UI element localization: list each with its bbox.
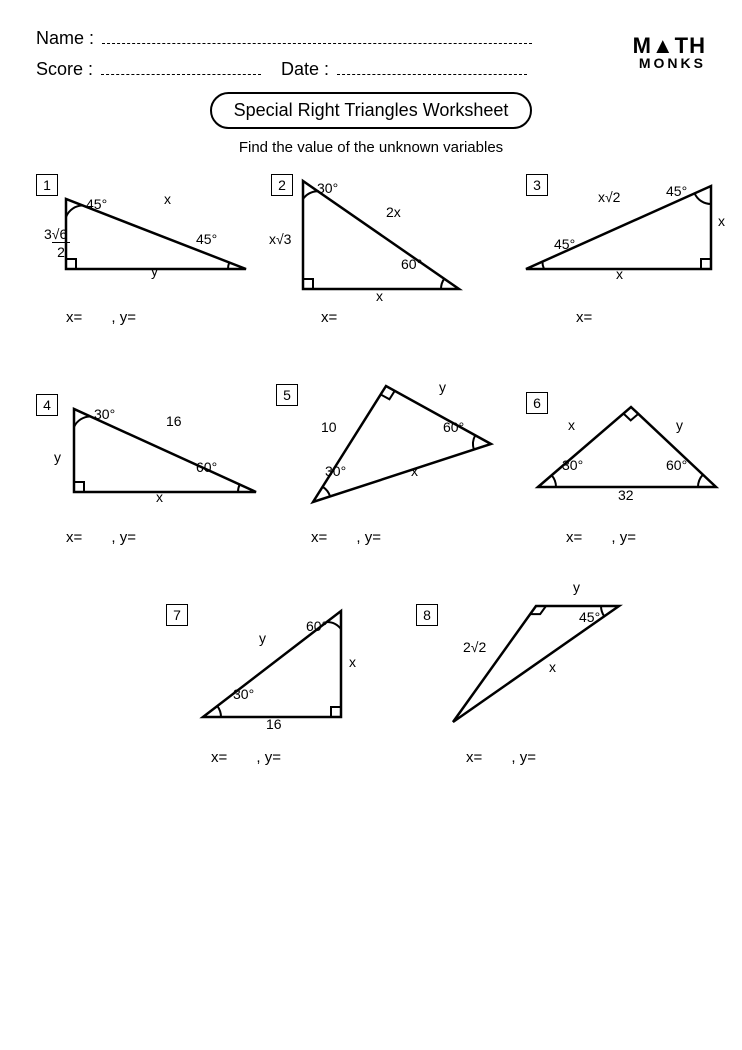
figure-label: 30° — [562, 457, 583, 473]
figure-label: x√3 — [269, 231, 291, 247]
answer-prompt[interactable]: x= , y= — [566, 529, 636, 546]
figure-label: x — [164, 191, 171, 207]
problem-number: 8 — [416, 604, 438, 626]
date-field-line[interactable] — [337, 61, 527, 75]
figure-label: y — [573, 579, 580, 595]
figure-label: 60° — [306, 618, 327, 634]
figure-label: y — [259, 630, 266, 646]
figure-label: y — [676, 417, 683, 433]
figure-label: x — [568, 417, 575, 433]
figure-label: x — [156, 489, 163, 505]
figure-label: 45° — [196, 231, 217, 247]
problem-number: 1 — [36, 174, 58, 196]
score-label: Score : — [36, 59, 93, 80]
mathmonks-logo: M▲TH MONKS — [633, 36, 706, 70]
figure-label: 16 — [266, 716, 282, 732]
figure-label: 45° — [86, 196, 107, 212]
triangle-figure: 30° 60° y x 10 — [301, 374, 501, 534]
figure-label: 60° — [401, 256, 422, 272]
answer-prompt[interactable]: x= , y= — [466, 749, 536, 766]
figure-label: 60° — [443, 419, 464, 435]
triangle-figure: 30° 60° 2x x — [291, 169, 471, 319]
worksheet-subtitle: Find the value of the unknown variables — [36, 139, 706, 156]
figure-label: x — [376, 288, 383, 304]
logo-line1: M▲TH — [633, 36, 706, 57]
figure-label: 10 — [321, 419, 337, 435]
name-label: Name : — [36, 28, 94, 49]
triangle-figure: 30° 60° y x 16 — [191, 599, 391, 749]
title-wrap: Special Right Triangles Worksheet — [36, 92, 706, 129]
triangle-figure: 45°45°x√2xx — [516, 174, 721, 304]
figure-label: y — [439, 379, 446, 395]
answer-prompt[interactable]: x= , y= — [66, 309, 136, 326]
figure-label: 32 — [618, 487, 634, 503]
figure-label: 16 — [166, 413, 182, 429]
figure-label: y — [54, 449, 61, 465]
problem-number: 4 — [36, 394, 58, 416]
score-date-row: Score : Date : — [36, 59, 706, 80]
figure-label: 2√2 — [463, 639, 486, 655]
figure-label: 45° — [579, 609, 600, 625]
triangle-figure: 30° 60° 16 x — [56, 394, 266, 524]
figure-label: 45° — [666, 183, 687, 199]
figure-label: x — [411, 463, 418, 479]
answer-prompt[interactable]: x= , y= — [211, 749, 281, 766]
figure-label: 45° — [554, 236, 575, 252]
date-label: Date : — [281, 59, 329, 80]
figure-label: x — [616, 266, 623, 282]
figure-label: 30° — [317, 180, 338, 196]
figure-label: x — [349, 654, 356, 670]
figure-label: 60° — [666, 457, 687, 473]
problem-number: 7 — [166, 604, 188, 626]
figure-label: 2x — [386, 204, 401, 220]
figure-label: 30° — [94, 406, 115, 422]
triangle-figure: 45°2√2xy — [441, 594, 631, 754]
figure-label: 2 — [52, 242, 70, 260]
worksheet-title: Special Right Triangles Worksheet — [210, 92, 533, 129]
figure-label: x√2 — [598, 189, 621, 205]
name-field-line[interactable] — [102, 30, 532, 44]
figure-label: 30° — [325, 463, 346, 479]
answer-prompt[interactable]: x= , y= — [311, 529, 381, 546]
answer-prompt[interactable]: x= , y= — [66, 529, 136, 546]
triangle-figure: 30° 60° x y 32 — [526, 392, 726, 522]
figure-label: 60° — [196, 459, 217, 475]
score-field-line[interactable] — [101, 61, 261, 75]
answer-prompt[interactable]: x= — [321, 309, 337, 326]
logo-line2: MONKS — [633, 57, 706, 70]
figure-label: 30° — [233, 686, 254, 702]
problem-number: 5 — [276, 384, 298, 406]
figure-label: 3√6 — [44, 226, 67, 242]
triangle-figure: 45° 45° x y — [56, 184, 256, 304]
figure-label: x — [549, 659, 556, 675]
figure-label: x — [718, 213, 725, 229]
problems-grid: 145°45°xy3√62x= , y=230°60°2xxx√3x=345°4… — [36, 174, 706, 794]
answer-prompt[interactable]: x= — [576, 309, 592, 326]
figure-label: y — [151, 263, 158, 279]
name-row: Name : — [36, 28, 706, 49]
problem-number: 2 — [271, 174, 293, 196]
